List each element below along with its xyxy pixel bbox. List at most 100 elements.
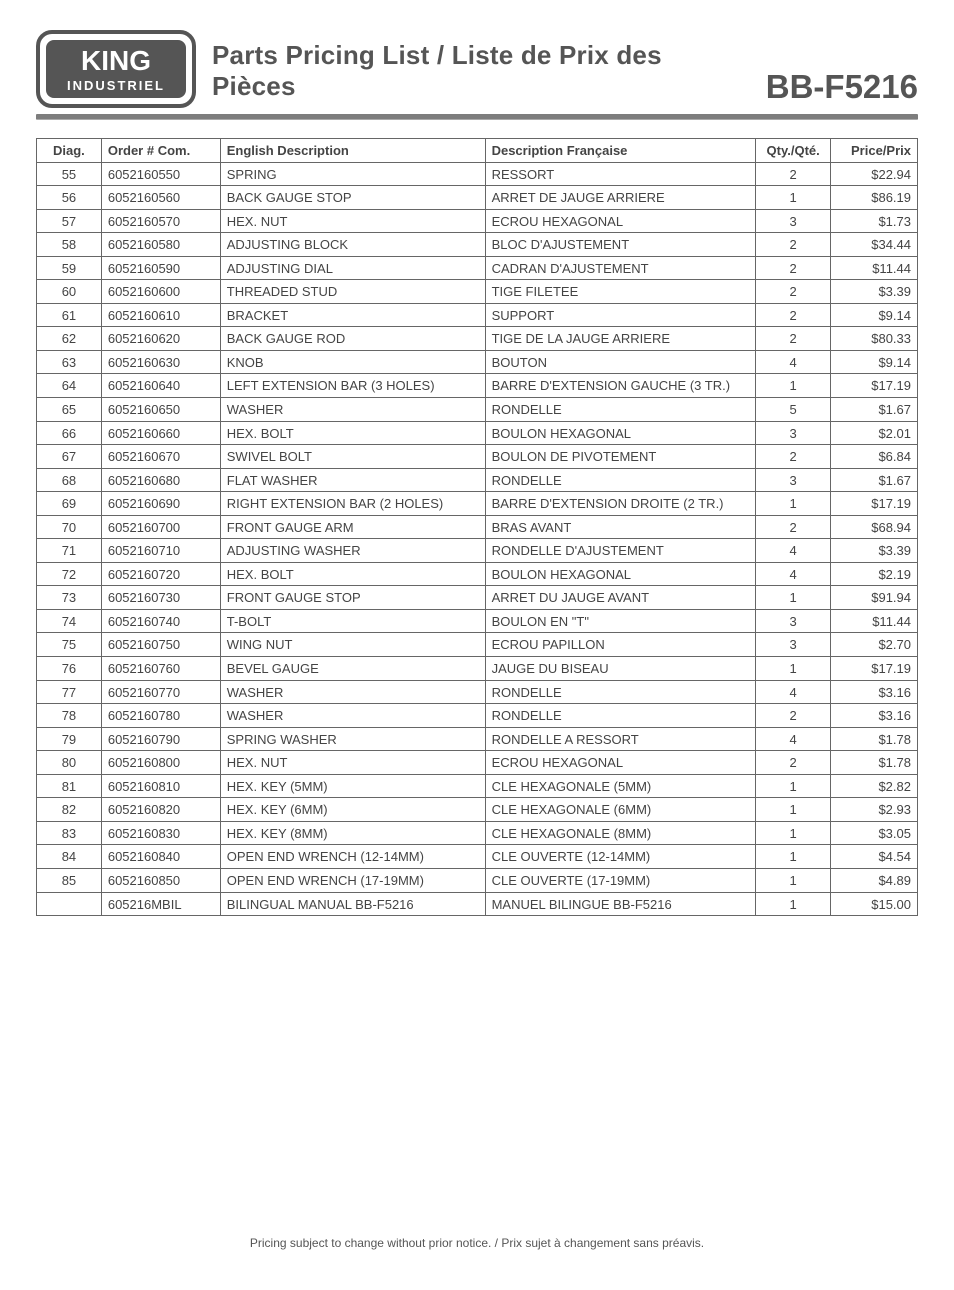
cell-qty: 2 — [755, 256, 831, 280]
cell-qty: 2 — [755, 515, 831, 539]
cell-price: $3.39 — [831, 280, 918, 304]
table-row: 666052160660HEX. BOLTBOULON HEXAGONAL3$2… — [37, 421, 918, 445]
cell-order: 6052160680 — [101, 468, 220, 492]
cell-qty: 3 — [755, 468, 831, 492]
cell-en: HEX. NUT — [220, 209, 485, 233]
page-title: Parts Pricing List / Liste de Prix des P… — [212, 40, 750, 108]
cell-order: 6052160600 — [101, 280, 220, 304]
cell-diag: 56 — [37, 186, 102, 210]
cell-en: RIGHT EXTENSION BAR (2 HOLES) — [220, 492, 485, 516]
cell-qty: 3 — [755, 633, 831, 657]
table-row: 556052160550SPRINGRESSORT2$22.94 — [37, 162, 918, 186]
parts-table: Diag. Order # Com. English Description D… — [36, 138, 918, 916]
cell-order: 6052160790 — [101, 727, 220, 751]
cell-fr: RONDELLE A RESSORT — [485, 727, 755, 751]
cell-order: 605216MBIL — [101, 892, 220, 916]
cell-fr: JAUGE DU BISEAU — [485, 657, 755, 681]
cell-price: $3.39 — [831, 539, 918, 563]
cell-diag: 73 — [37, 586, 102, 610]
cell-order: 6052160570 — [101, 209, 220, 233]
cell-qty: 2 — [755, 303, 831, 327]
cell-en: BILINGUAL MANUAL BB-F5216 — [220, 892, 485, 916]
cell-fr: BOULON DE PIVOTEMENT — [485, 445, 755, 469]
cell-price: $86.19 — [831, 186, 918, 210]
cell-qty: 5 — [755, 398, 831, 422]
table-row: 616052160610BRACKETSUPPORT2$9.14 — [37, 303, 918, 327]
cell-fr: TIGE DE LA JAUGE ARRIERE — [485, 327, 755, 351]
table-row: 646052160640LEFT EXTENSION BAR (3 HOLES)… — [37, 374, 918, 398]
brand-logo: KING INDUSTRIEL — [36, 30, 196, 108]
cell-order: 6052160710 — [101, 539, 220, 563]
table-row: 656052160650WASHERRONDELLE5$1.67 — [37, 398, 918, 422]
cell-price: $1.78 — [831, 727, 918, 751]
cell-diag: 61 — [37, 303, 102, 327]
cell-en: HEX. KEY (6MM) — [220, 798, 485, 822]
cell-price: $34.44 — [831, 233, 918, 257]
cell-qty: 2 — [755, 280, 831, 304]
cell-en: HEX. BOLT — [220, 562, 485, 586]
cell-fr: BOUTON — [485, 350, 755, 374]
col-header-en: English Description — [220, 139, 485, 163]
cell-order: 6052160740 — [101, 609, 220, 633]
cell-diag: 72 — [37, 562, 102, 586]
cell-en: OPEN END WRENCH (12-14MM) — [220, 845, 485, 869]
cell-fr: ARRET DE JAUGE ARRIERE — [485, 186, 755, 210]
table-row: 676052160670SWIVEL BOLTBOULON DE PIVOTEM… — [37, 445, 918, 469]
cell-en: ADJUSTING BLOCK — [220, 233, 485, 257]
cell-price: $91.94 — [831, 586, 918, 610]
table-row: 586052160580ADJUSTING BLOCKBLOC D'AJUSTE… — [37, 233, 918, 257]
cell-en: FRONT GAUGE ARM — [220, 515, 485, 539]
table-row: 736052160730FRONT GAUGE STOPARRET DU JAU… — [37, 586, 918, 610]
cell-order: 6052160660 — [101, 421, 220, 445]
cell-diag: 70 — [37, 515, 102, 539]
cell-order: 6052160800 — [101, 751, 220, 775]
table-row: 596052160590ADJUSTING DIALCADRAN D'AJUST… — [37, 256, 918, 280]
cell-fr: CLE OUVERTE (17-19MM) — [485, 868, 755, 892]
cell-diag: 64 — [37, 374, 102, 398]
cell-qty: 1 — [755, 845, 831, 869]
cell-qty: 2 — [755, 162, 831, 186]
cell-fr: RONDELLE — [485, 468, 755, 492]
col-header-fr: Description Française — [485, 139, 755, 163]
table-row: 605216MBILBILINGUAL MANUAL BB-F5216MANUE… — [37, 892, 918, 916]
cell-fr: BLOC D'AJUSTEMENT — [485, 233, 755, 257]
cell-qty: 4 — [755, 562, 831, 586]
cell-price: $3.05 — [831, 821, 918, 845]
cell-diag: 84 — [37, 845, 102, 869]
cell-qty: 1 — [755, 774, 831, 798]
cell-diag: 83 — [37, 821, 102, 845]
cell-order: 6052160760 — [101, 657, 220, 681]
cell-fr: BARRE D'EXTENSION GAUCHE (3 TR.) — [485, 374, 755, 398]
cell-diag: 71 — [37, 539, 102, 563]
table-row: 626052160620BACK GAUGE RODTIGE DE LA JAU… — [37, 327, 918, 351]
col-header-diag: Diag. — [37, 139, 102, 163]
table-row: 846052160840OPEN END WRENCH (12-14MM)CLE… — [37, 845, 918, 869]
cell-order: 6052160640 — [101, 374, 220, 398]
cell-en: BRACKET — [220, 303, 485, 327]
cell-price: $4.54 — [831, 845, 918, 869]
cell-order: 6052160730 — [101, 586, 220, 610]
table-row: 696052160690RIGHT EXTENSION BAR (2 HOLES… — [37, 492, 918, 516]
cell-qty: 1 — [755, 657, 831, 681]
cell-fr: RONDELLE — [485, 704, 755, 728]
cell-fr: TIGE FILETEE — [485, 280, 755, 304]
cell-order: 6052160560 — [101, 186, 220, 210]
cell-qty: 1 — [755, 492, 831, 516]
footer-note: Pricing subject to change without prior … — [36, 1236, 918, 1250]
cell-fr: BARRE D'EXTENSION DROITE (2 TR.) — [485, 492, 755, 516]
cell-order: 6052160840 — [101, 845, 220, 869]
cell-diag: 81 — [37, 774, 102, 798]
cell-en: WING NUT — [220, 633, 485, 657]
cell-price: $68.94 — [831, 515, 918, 539]
cell-price: $11.44 — [831, 609, 918, 633]
cell-fr: BOULON EN "T" — [485, 609, 755, 633]
cell-price: $9.14 — [831, 350, 918, 374]
cell-price: $3.16 — [831, 680, 918, 704]
cell-qty: 1 — [755, 821, 831, 845]
cell-fr: BOULON HEXAGONAL — [485, 562, 755, 586]
cell-fr: CADRAN D'AJUSTEMENT — [485, 256, 755, 280]
cell-en: WASHER — [220, 704, 485, 728]
table-row: 636052160630KNOBBOUTON4$9.14 — [37, 350, 918, 374]
table-row: 826052160820HEX. KEY (6MM)CLE HEXAGONALE… — [37, 798, 918, 822]
page-header: KING INDUSTRIEL Parts Pricing List / Lis… — [36, 30, 918, 108]
